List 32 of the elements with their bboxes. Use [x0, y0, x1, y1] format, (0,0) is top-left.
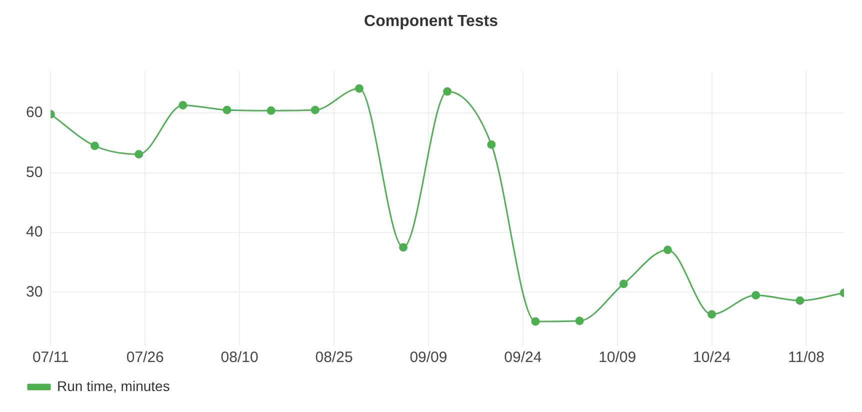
- point: [752, 290, 760, 300]
- y-tick-label: 40: [26, 224, 43, 241]
- chart-title: Component Tests: [364, 13, 498, 30]
- x-tick-label: 07/11: [32, 349, 69, 366]
- legend-label: Run time, minutes: [57, 378, 170, 394]
- x-tick-label: 08/10: [220, 349, 258, 366]
- y-tick-label: 30: [26, 283, 43, 300]
- x-tick-label: 11/08: [788, 349, 824, 366]
- point: [134, 150, 144, 158]
- x-tick-label: 09/24: [504, 349, 542, 366]
- point: [310, 106, 320, 114]
- x-tick-label: 10/09: [598, 349, 636, 366]
- x-tick-label: 10/24: [693, 349, 731, 366]
- point: [399, 243, 408, 252]
- point: [90, 142, 100, 150]
- point: [796, 296, 804, 305]
- x-tick-label: 07/26: [126, 349, 164, 366]
- point: [222, 106, 232, 114]
- point: [531, 317, 540, 326]
- point: [266, 106, 276, 115]
- point: [575, 316, 584, 326]
- point: [443, 87, 452, 96]
- point: [663, 246, 672, 254]
- point: [708, 310, 716, 319]
- x-tick-label: 09/09: [410, 349, 448, 366]
- point: [354, 84, 364, 93]
- point: [619, 280, 628, 288]
- x-tick-label: 08/25: [315, 349, 353, 366]
- y-tick-label: 50: [26, 164, 43, 181]
- y-tick-label: 60: [26, 104, 43, 122]
- point: [178, 101, 188, 110]
- point: [487, 140, 496, 149]
